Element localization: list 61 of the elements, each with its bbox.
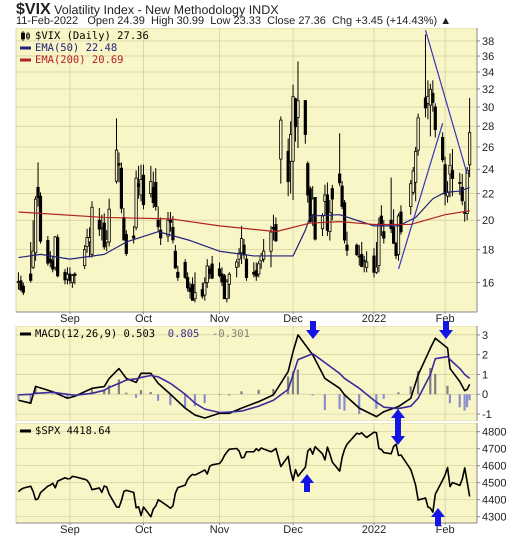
y-tick-label: 4600 <box>482 460 506 473</box>
y-tick-label: 2 <box>482 350 488 362</box>
y-tick-label: 22 <box>482 188 494 201</box>
y-tick-label: 38 <box>482 36 494 48</box>
y-tick-label: 36 <box>482 50 494 63</box>
y-tick-label: -1 <box>482 408 492 421</box>
candlestick <box>450 148 454 197</box>
legend-label: $SPX 4418.64 <box>34 425 111 437</box>
y-tick-label: 4800 <box>482 426 506 439</box>
y-tick-label: 20 <box>482 215 494 228</box>
y-tick-label: 0 <box>482 389 488 402</box>
legend-label: MACD(12,26,9) 0.503 <box>34 328 156 340</box>
x-tick-label: Sep <box>60 312 80 325</box>
x-tick-label: Oct <box>134 524 152 536</box>
text: -0.301 <box>211 328 250 340</box>
y-tick-label: 26 <box>482 142 494 154</box>
y-tick-label: 28 <box>482 121 494 134</box>
x-tick-label: 2022 <box>362 312 386 325</box>
text: 0.805 <box>166 328 200 340</box>
bar <box>446 386 449 394</box>
x-tick-label: Nov <box>210 312 230 325</box>
bar <box>134 394 138 398</box>
y-tick-label: 24 <box>482 164 494 176</box>
candlestick <box>358 244 361 266</box>
bar <box>258 390 260 394</box>
bar <box>140 390 142 394</box>
x-tick-label: Feb <box>436 524 455 536</box>
y-tick-label: 16 <box>482 277 494 290</box>
bar <box>382 394 385 399</box>
bar <box>458 394 461 408</box>
chart-subtitle: 11-Feb-2022 Open 24.39 High 30.99 Low 23.33 Close 27.36 Chg +3.45 (+14.43%) ▲ <box>16 15 452 27</box>
x-tick-label: Sep <box>60 524 80 536</box>
y-tick-label: 1 <box>482 369 488 382</box>
bar <box>434 374 436 394</box>
bar <box>464 394 466 411</box>
bar <box>410 386 412 394</box>
x-tick-label: Dec <box>283 312 304 325</box>
x-tick-label: Oct <box>134 312 152 325</box>
bar <box>156 394 160 401</box>
bar <box>204 394 206 404</box>
legend-label: EMA(200) 20.69 <box>34 54 125 66</box>
y-tick-label: 4500 <box>482 478 506 490</box>
bar <box>296 370 299 394</box>
candlestick <box>193 272 197 303</box>
x-tick-label: Dec <box>283 524 304 536</box>
x-tick-label: Nov <box>210 524 230 536</box>
legend-label: $VIX (Daily) 27.36 <box>34 30 149 42</box>
y-tick-label: 4400 <box>482 494 506 507</box>
bar <box>240 391 243 394</box>
y-tick-label: 32 <box>482 84 494 96</box>
x-tick-label: 2022 <box>362 524 386 536</box>
candlestick <box>254 262 258 282</box>
y-tick-label: 18 <box>482 244 494 257</box>
bar <box>324 394 326 410</box>
line-series <box>18 186 470 260</box>
y-tick-label: 4700 <box>482 444 506 456</box>
y-tick-label: 3 <box>482 330 488 342</box>
y-tick-label: 34 <box>482 66 494 79</box>
y-tick-label: 4300 <box>482 512 506 524</box>
y-tick-label: 30 <box>482 102 494 114</box>
legend-label: EMA(50) 22.48 <box>34 42 118 54</box>
